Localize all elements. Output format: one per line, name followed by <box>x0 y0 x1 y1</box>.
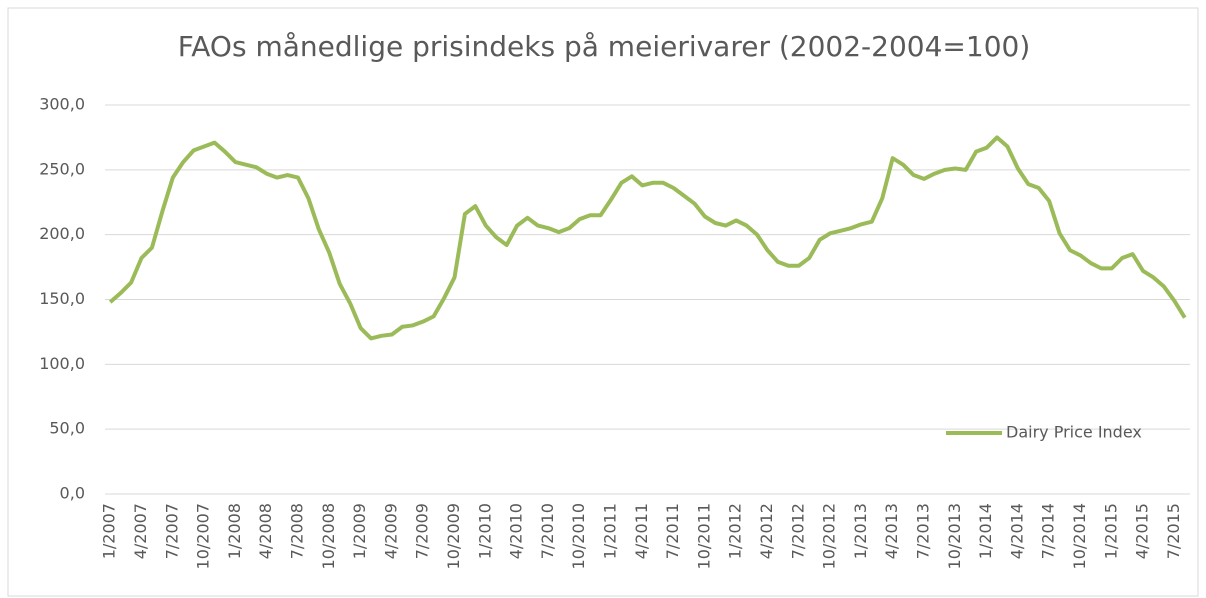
x-tick-label: 1/2010 <box>475 503 494 559</box>
x-tick-label: 1/2007 <box>100 503 119 559</box>
x-tick-label: 7/2008 <box>288 503 307 559</box>
y-tick-label: 300,0 <box>39 95 85 114</box>
chart-border <box>7 7 1199 597</box>
x-tick-label: 7/2009 <box>413 503 432 559</box>
x-tick-label: 1/2009 <box>350 503 369 559</box>
x-tick-label: 1/2015 <box>1101 503 1120 559</box>
x-tick-label: 4/2008 <box>256 503 275 559</box>
x-tick-label: 1/2008 <box>225 503 244 559</box>
x-tick-label: 4/2013 <box>882 503 901 559</box>
x-tick-label: 7/2015 <box>1164 503 1183 559</box>
y-tick-label: 50,0 <box>49 419 85 438</box>
x-tick-label: 7/2007 <box>162 503 181 559</box>
y-tick-label: 0,0 <box>60 484 85 503</box>
x-tick-label: 7/2014 <box>1039 503 1058 559</box>
chart-title: FAOs månedlige prisindeks på meierivarer… <box>178 30 1031 63</box>
x-tick-label: 4/2014 <box>1007 503 1026 559</box>
x-tick-label: 10/2011 <box>694 503 713 569</box>
x-tick-label: 10/2013 <box>945 503 964 569</box>
x-tick-label: 4/2015 <box>1133 503 1152 559</box>
legend-label: Dairy Price Index <box>1006 423 1142 442</box>
x-tick-label: 7/2010 <box>538 503 557 559</box>
x-tick-label: 10/2014 <box>1070 503 1089 569</box>
x-tick-label: 10/2009 <box>444 503 463 569</box>
x-tick-label: 10/2012 <box>820 503 839 569</box>
x-tick-label: 10/2008 <box>319 503 338 569</box>
y-tick-label: 200,0 <box>39 224 85 243</box>
x-tick-label: 1/2011 <box>600 503 619 559</box>
x-tick-label: 1/2012 <box>726 503 745 559</box>
x-tick-label: 1/2013 <box>851 503 870 559</box>
y-tick-label: 150,0 <box>39 289 85 308</box>
x-tick-label: 1/2014 <box>976 503 995 559</box>
y-tick-label: 100,0 <box>39 354 85 373</box>
x-tick-label: 4/2012 <box>757 503 776 559</box>
x-tick-label: 10/2010 <box>569 503 588 569</box>
x-tick-label: 4/2009 <box>381 503 400 559</box>
y-tick-label: 250,0 <box>39 159 85 178</box>
x-tick-label: 7/2011 <box>663 503 682 559</box>
x-tick-label: 10/2007 <box>194 503 213 569</box>
x-tick-label: 4/2010 <box>507 503 526 559</box>
x-tick-label: 7/2012 <box>788 503 807 559</box>
data-line <box>108 135 1187 341</box>
x-tick-label: 4/2011 <box>632 503 651 559</box>
x-tick-label: 7/2013 <box>913 503 932 559</box>
x-tick-label: 4/2007 <box>131 503 150 559</box>
